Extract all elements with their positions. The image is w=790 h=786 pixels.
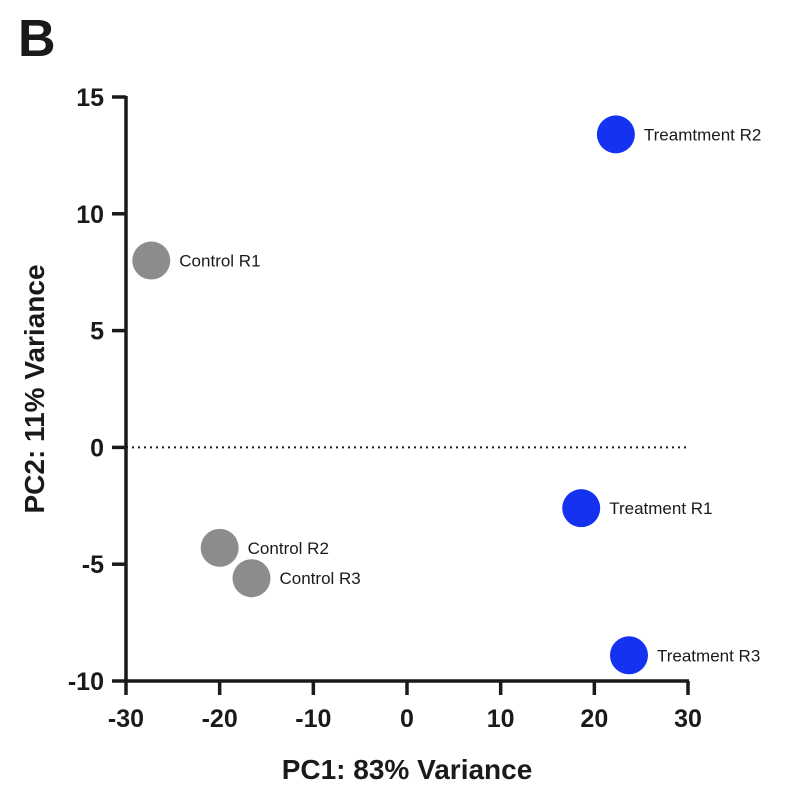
y-tick-label: 5 bbox=[90, 318, 104, 346]
treatment-point-marker bbox=[596, 115, 635, 154]
data-point-control: Control R1 bbox=[132, 241, 261, 280]
x-tick-label: 10 bbox=[487, 705, 515, 733]
control-point-marker bbox=[232, 559, 271, 598]
axes: -10 -5 0 5 10 15 -30 -20 -10 0 10 20 30 bbox=[68, 84, 702, 733]
data-points: Control R1 Control R2 Control R3 Treatment … bbox=[132, 115, 761, 675]
point-label: Treatment R1 bbox=[609, 499, 712, 518]
point-label: Control R3 bbox=[280, 569, 361, 588]
x-tick-label: 0 bbox=[400, 705, 414, 733]
y-tick-label: 0 bbox=[90, 434, 104, 462]
control-point-marker bbox=[132, 241, 171, 280]
point-label: Treamtment R2 bbox=[644, 125, 761, 144]
x-tick-label: -30 bbox=[108, 705, 144, 733]
point-label: Treatment R3 bbox=[657, 646, 760, 665]
y-axis-title: PC2: 11% Variance bbox=[19, 264, 50, 513]
point-label: Control R1 bbox=[179, 252, 260, 271]
y-tick-label: 15 bbox=[76, 84, 104, 112]
y-tick-label: 10 bbox=[76, 201, 104, 229]
data-point-treatment: Treamtment R2 bbox=[596, 115, 761, 154]
y-tick-label: -10 bbox=[68, 668, 104, 696]
treatment-point-marker bbox=[562, 489, 601, 528]
point-label: Control R2 bbox=[248, 539, 329, 558]
x-tick-label: -20 bbox=[202, 705, 238, 733]
panel-label: B bbox=[18, 10, 56, 68]
data-point-control: Control R3 bbox=[232, 559, 361, 598]
treatment-point-marker bbox=[609, 636, 648, 675]
data-point-control: Control R2 bbox=[200, 528, 329, 567]
x-tick-label: -10 bbox=[295, 705, 331, 733]
data-point-treatment: Treatment R1 bbox=[562, 489, 713, 528]
y-tick-label: -5 bbox=[82, 551, 104, 579]
control-point-marker bbox=[200, 528, 239, 567]
data-point-treatment: Treatment R3 bbox=[609, 636, 760, 675]
x-tick-label: 20 bbox=[580, 705, 608, 733]
x-axis-title: PC1: 83% Variance bbox=[282, 754, 533, 785]
x-tick-label: 30 bbox=[674, 705, 702, 733]
